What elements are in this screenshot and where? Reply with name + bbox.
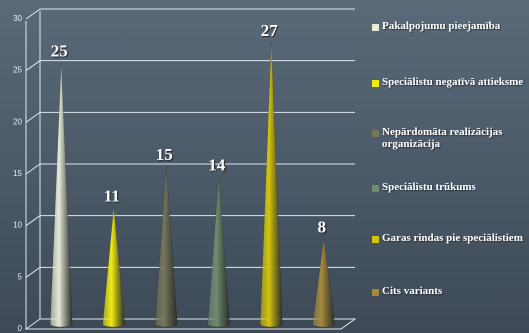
legend: Pakalpojumu pieejamība Speciālistu negat… [372, 0, 529, 333]
bar-cone [49, 62, 73, 328]
data-labels: 25 11 15 14 27 8 [51, 21, 326, 236]
y-tick-label: 10 [13, 221, 22, 230]
bar-cone [102, 207, 126, 328]
legend-label: Garas rindas pie speciālistiem [382, 232, 523, 244]
gridlines [25, 8, 355, 319]
gridline [25, 111, 355, 123]
y-tick-label: 15 [13, 169, 22, 178]
legend-label: Cits variants [382, 285, 443, 297]
gridline [25, 215, 355, 227]
y-tick-label: 0 [18, 324, 23, 333]
legend-swatch [372, 130, 379, 137]
legend-item-cits-variants: Cits variants [372, 285, 529, 297]
legend-label: Pakalpojumu pieejamība [382, 20, 501, 32]
gridline [25, 60, 355, 72]
legend-item-nepardomata: Nepārdomāta realizācijas organizācija [372, 126, 529, 150]
legend-item-pakalpojumu: Pakalpojumu pieejamība [372, 20, 529, 32]
chart-floor [24, 318, 357, 330]
y-tick-label: 25 [13, 66, 22, 75]
data-label: 11 [104, 186, 120, 205]
y-tick-label: 30 [13, 14, 22, 23]
legend-swatch [372, 185, 379, 192]
legend-swatch [372, 236, 379, 243]
y-axis: 0 5 10 15 20 25 30 [13, 14, 27, 333]
data-label: 14 [208, 155, 226, 174]
bar-cone [312, 238, 336, 328]
legend-label: Nepārdomāta realizācijas organizācija [382, 126, 503, 150]
data-label: 8 [318, 217, 327, 236]
legend-item-garas-rindas: Garas rindas pie speciālistiem [372, 232, 529, 244]
bar-cone [207, 176, 231, 328]
data-label: 15 [156, 145, 173, 164]
legend-item-negativa-attieksme: Speciālistu negatīvā attieksme [372, 76, 529, 88]
bar-cone [259, 41, 283, 328]
y-tick-label: 5 [18, 272, 23, 281]
floor-outline [24, 318, 357, 330]
bars [49, 41, 336, 328]
gridline [25, 163, 355, 175]
legend-item-trukums: Speciālistu trūkums [372, 181, 529, 193]
bar-cone [154, 165, 178, 328]
gridline [25, 8, 355, 20]
legend-label: Speciālistu negatīvā attieksme [382, 76, 524, 88]
legend-swatch [372, 24, 379, 31]
gridline [25, 266, 355, 278]
y-tick-label: 20 [13, 117, 22, 126]
data-label: 25 [51, 42, 68, 61]
legend-label: Speciālistu trūkums [382, 181, 476, 193]
legend-swatch [372, 80, 379, 87]
data-label: 27 [261, 21, 279, 40]
legend-swatch [372, 289, 379, 296]
